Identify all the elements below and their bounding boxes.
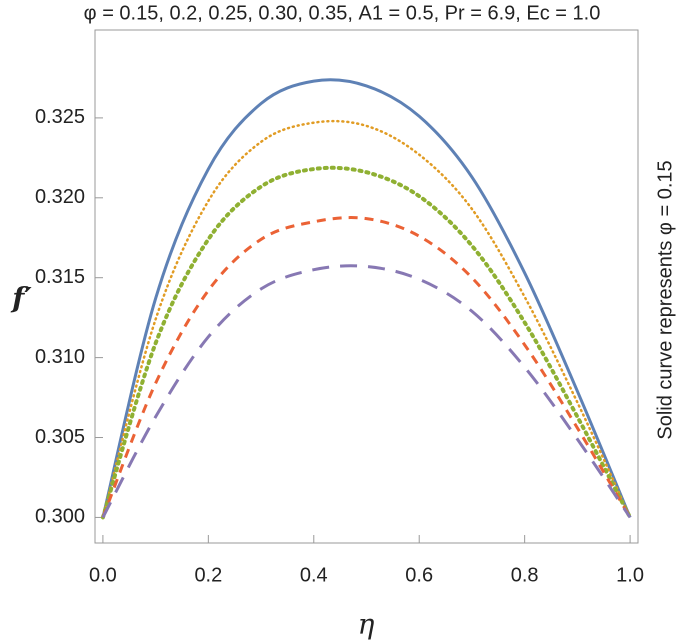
plot-frame <box>94 29 639 544</box>
line-series <box>101 264 632 519</box>
chart-title: φ = 0.15, 0.2, 0.25, 0.30, 0.35, A1 = 0.… <box>84 2 601 24</box>
y-axis-label: f′ <box>10 282 32 315</box>
y-tick-label: 0.310 <box>35 346 85 368</box>
y-tick-label: 0.325 <box>35 106 85 128</box>
line-series <box>101 216 632 519</box>
x-tick-label: 0.0 <box>89 564 117 586</box>
x-tick-label: 0.2 <box>194 564 222 586</box>
line-series <box>100 165 633 520</box>
y-tick-label: 0.305 <box>35 426 85 448</box>
x-tick-label: 0.4 <box>300 564 328 586</box>
x-tick-label: 0.8 <box>511 564 539 586</box>
line-series <box>101 78 632 519</box>
x-tick-label: 0.6 <box>405 564 433 586</box>
x-tick-label: 1.0 <box>616 564 644 586</box>
annotation: Solid curve represents φ = 0.15 <box>654 160 676 439</box>
y-tick-label: 0.315 <box>35 266 85 288</box>
y-tick-label: 0.300 <box>35 506 85 528</box>
line-series <box>101 119 632 519</box>
y-tick-label: 0.320 <box>35 186 85 208</box>
x-axis-label: η <box>358 608 375 641</box>
